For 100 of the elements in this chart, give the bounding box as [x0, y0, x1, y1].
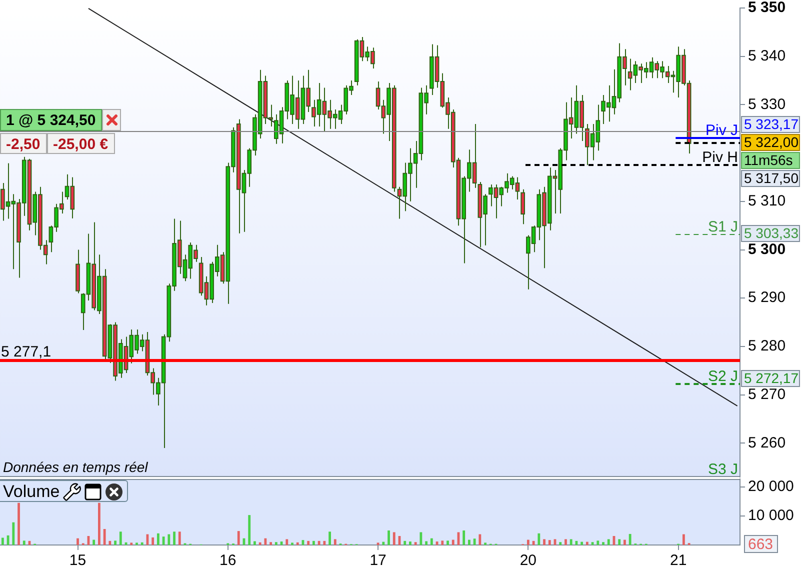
y-tick-label: 20 000: [748, 478, 794, 495]
y-tick-label: 5 340: [748, 47, 786, 64]
bar: [156, 533, 160, 545]
bar: [168, 534, 170, 545]
ref-line-label: S2 J: [708, 368, 738, 385]
bar: [538, 533, 540, 545]
bar: [602, 542, 604, 545]
bar: [543, 539, 546, 545]
bar: [98, 502, 100, 545]
bar: [624, 540, 626, 545]
bar: [270, 542, 272, 545]
bar: [237, 531, 240, 545]
ref-line-label: 1 @ 5 324,50: [6, 112, 96, 129]
bar: [22, 540, 26, 545]
annotation: -2,50: [6, 136, 40, 153]
bar: [92, 540, 96, 545]
bar: [173, 532, 176, 545]
bar: [570, 539, 572, 545]
bar: [162, 536, 165, 545]
ref-line-label: S1 J: [708, 218, 738, 236]
bar: [1, 538, 4, 545]
bar: [108, 540, 112, 545]
text: 11m56s: [744, 152, 793, 168]
bar: [425, 541, 428, 545]
bar: [580, 542, 584, 545]
bar: [473, 538, 476, 545]
annotation: -25,00 €: [53, 136, 109, 153]
y-tick-label: 5 280: [748, 338, 786, 355]
bar: [414, 542, 417, 545]
bar: [18, 502, 20, 545]
bar: [6, 535, 10, 545]
y-tick-label: 5 300: [748, 240, 786, 258]
bar: [404, 540, 406, 545]
bar: [140, 542, 144, 545]
bar: [296, 542, 299, 545]
text: 663: [748, 536, 774, 553]
x-tick-label: 17: [370, 552, 386, 570]
y-tick-label: 5 270: [748, 386, 786, 403]
text: 5 303,33: [744, 225, 799, 241]
bar: [392, 532, 396, 545]
ref-line-label: Piv H: [702, 149, 738, 166]
bar: [559, 542, 562, 545]
annotation: S3 J: [708, 461, 738, 478]
bar: [441, 540, 444, 545]
chart-title: Volume: [3, 482, 60, 502]
bar: [258, 542, 262, 545]
bar: [152, 537, 154, 545]
bar: [462, 530, 466, 545]
bar: [388, 530, 390, 545]
bar: [312, 540, 315, 545]
bar: [103, 529, 106, 545]
bar: [532, 540, 535, 545]
bar: [596, 540, 600, 545]
bar: [607, 539, 610, 545]
bar: [430, 538, 433, 545]
bar: [452, 540, 454, 545]
bar: [178, 532, 181, 545]
ref-line-label: 5 277,1: [1, 344, 52, 360]
y-tick-label: 5 350: [748, 0, 786, 16]
bar: [446, 540, 449, 545]
ref-line-label: Piv J: [705, 122, 738, 139]
bar: [382, 542, 385, 545]
bar: [318, 540, 320, 545]
y-tick-label: 5 260: [748, 434, 786, 452]
text: 5 317,50: [744, 170, 799, 186]
bar: [575, 540, 578, 545]
bar: [248, 515, 251, 545]
bar: [478, 534, 482, 545]
bar: [564, 539, 567, 545]
bar: [307, 540, 310, 545]
bar: [274, 542, 278, 545]
bar: [334, 539, 336, 545]
bar: [114, 540, 116, 545]
text: 5 323,17: [744, 116, 799, 132]
bar: [468, 540, 470, 545]
x-tick-label: 21: [670, 552, 687, 570]
bar: [76, 538, 79, 545]
bar: [119, 532, 122, 545]
bar: [420, 532, 422, 545]
bar: [409, 542, 412, 545]
bar: [548, 540, 551, 545]
bar: [264, 538, 267, 545]
bar: [682, 534, 685, 545]
x-tick-label: 20: [520, 552, 537, 570]
bar: [586, 542, 588, 545]
bar: [286, 539, 288, 545]
bar: [254, 541, 256, 545]
text: 5 272,17: [744, 370, 799, 386]
bar: [12, 522, 15, 545]
bar: [526, 540, 530, 545]
bar: [323, 540, 326, 545]
y-tick-label: 5 290: [748, 289, 786, 306]
bar: [328, 532, 331, 545]
text: 5 322,00: [744, 134, 799, 150]
bar: [618, 539, 621, 545]
y-tick-label: 5 330: [748, 96, 786, 113]
x-tick-label: 15: [69, 552, 86, 570]
bar: [628, 534, 632, 545]
y-tick-label: 5 310: [748, 192, 786, 210]
y-tick-label: 10 000: [748, 507, 794, 524]
